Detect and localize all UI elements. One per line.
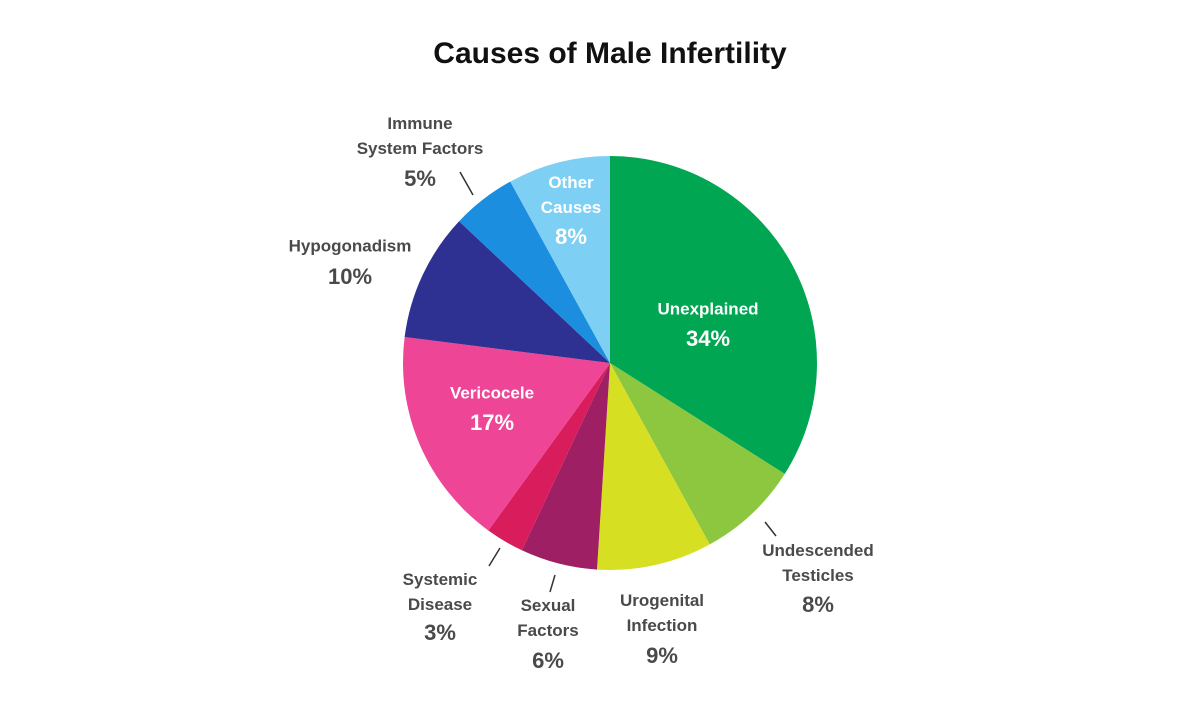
slice-value-label: 34% [686,326,730,351]
slice-label: Hypogonadism [289,236,412,255]
slice-label: Urogenital Infection [620,591,704,635]
slice-value-label: 6% [532,648,564,673]
slice-value-label: 8% [802,592,834,617]
pie-slice [521,363,610,570]
slice-value-label: 10% [328,264,372,289]
pie-slice [459,181,610,363]
chart-title: Causes of Male Infertility [433,37,787,70]
pie-slice [403,337,610,531]
slice-value-label: 3% [424,620,456,645]
slice-label: Systemic Disease [403,570,478,614]
pie-slice [488,363,610,551]
slice-label: Immune System Factors [357,114,484,158]
leader-line [764,521,777,537]
slice-value-label: 5% [404,166,436,191]
slice-label: Unexplained [657,299,758,318]
pie-slice [510,156,610,363]
slice-label: Sexual Factors [517,596,578,640]
pie-slice [597,363,710,570]
slice-label: Other Causes [541,173,601,217]
slice-value-label: 9% [646,643,678,668]
slice-value-label: 8% [555,224,587,249]
leader-line [488,547,501,567]
leader-line [549,574,556,593]
leader-line [459,171,474,196]
slice-label: Vericocele [450,383,534,402]
slice-label: Undescended Testicles [762,541,873,585]
slice-value-label: 17% [470,410,514,435]
pie-slice [610,363,785,545]
pie-slice [404,221,610,363]
pie-slice [610,156,817,474]
